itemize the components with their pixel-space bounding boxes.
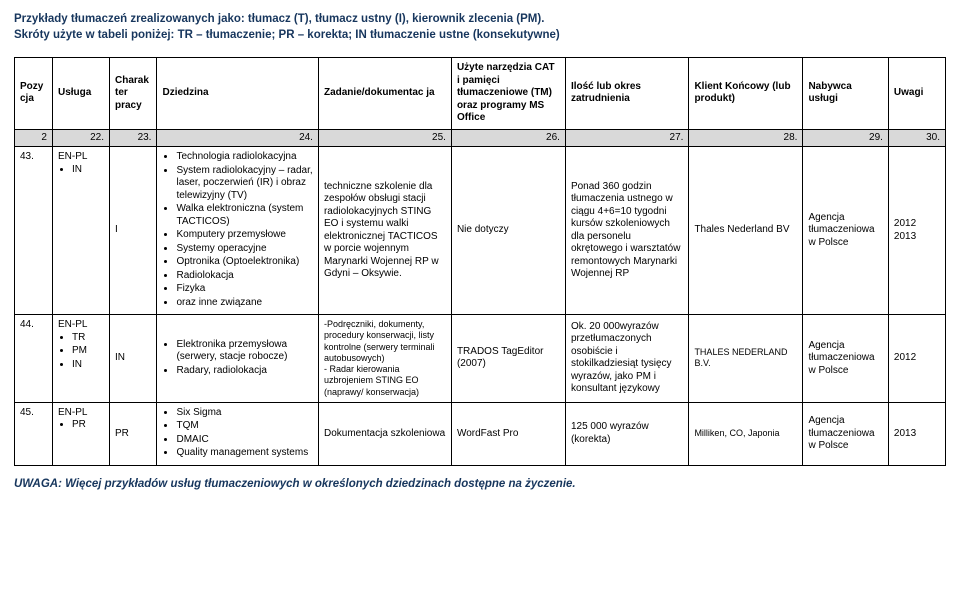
- col-pozycja: Pozy cja: [15, 58, 53, 130]
- klient-cell: Milliken, CO, Japonia: [689, 402, 803, 465]
- zadanie-cell: -Podręczniki, dokumenty, procedury konse…: [318, 315, 451, 403]
- grey-cell: 22.: [52, 129, 109, 147]
- table-row: 43. EN-PL IN I Technologia radiolokacyjn…: [15, 147, 946, 315]
- list-item: Six Sigma: [176, 407, 313, 420]
- header-line1: Przykłady tłumaczeń zrealizowanych jako:…: [14, 12, 946, 28]
- col-charakter: Charak ter pracy: [109, 58, 156, 130]
- list-item: oraz inne związane: [176, 297, 313, 310]
- zadanie-cell: techniczne szkolenie dla zespołów obsług…: [318, 147, 451, 315]
- pozy-cell: 43.: [15, 147, 53, 315]
- klient-cell: THALES NEDERLAND B.V.: [689, 315, 803, 403]
- pozy-cell: 44.: [15, 315, 53, 403]
- grey-cell: 26.: [451, 129, 565, 147]
- dziedzina-cell: Elektronika przemysłowa (serwery, stacje…: [157, 315, 319, 403]
- col-uwagi: Uwagi: [888, 58, 945, 130]
- ilosc-cell: Ok. 20 000wyrazów przetłumaczonych osobi…: [565, 315, 688, 403]
- nabyw-cell: Agencja tłumaczeniowa w Polsce: [803, 402, 888, 465]
- header-line2: Skróty użyte w tabeli poniżej: TR – tłum…: [14, 28, 946, 44]
- usluga-item: TR: [72, 332, 104, 345]
- grey-cell: 30.: [888, 129, 945, 147]
- uwagi-cell: 2012: [888, 315, 945, 403]
- usluga-text: EN-PL: [58, 319, 104, 332]
- list-item: System radiolokacyjny – radar, laser, po…: [176, 165, 313, 203]
- footer-note: UWAGA: Więcej przykładów usług tłumaczen…: [14, 478, 946, 490]
- narz-cell: WordFast Pro: [451, 402, 565, 465]
- narz-cell: Nie dotyczy: [451, 147, 565, 315]
- grey-cell: 29.: [803, 129, 888, 147]
- list-item: Radiolokacja: [176, 270, 313, 283]
- table-header-row: Pozy cja Usługa Charak ter pracy Dziedzi…: [15, 58, 946, 130]
- charak-cell: I: [109, 147, 156, 315]
- col-narzedzia: Użyte narzędzia CAT i pamięci tłumaczeni…: [451, 58, 565, 130]
- grey-cell: 2: [15, 129, 53, 147]
- usluga-cell: EN-PL TR PM IN: [52, 315, 109, 403]
- usluga-item: IN: [72, 164, 104, 177]
- col-nabywca: Nabywca usługi: [803, 58, 888, 130]
- grey-cell: 28.: [689, 129, 803, 147]
- ilosc-cell: Ponad 360 godzin tłumaczenia ustnego w c…: [565, 147, 688, 315]
- list-item: Technologia radiolokacyjna: [176, 151, 313, 164]
- list-item: Quality management systems: [176, 447, 313, 460]
- list-item: TQM: [176, 420, 313, 433]
- table-row: 45. EN-PL PR PR Six Sigma TQM DMAIC Qual…: [15, 402, 946, 465]
- grey-cell: 23.: [109, 129, 156, 147]
- grey-cell: 24.: [157, 129, 319, 147]
- ilosc-cell: 125 000 wyrazów (korekta): [565, 402, 688, 465]
- usluga-cell: EN-PL IN: [52, 147, 109, 315]
- list-item: Komputery przemysłowe: [176, 229, 313, 242]
- col-dziedzina: Dziedzina: [157, 58, 319, 130]
- list-item: DMAIC: [176, 434, 313, 447]
- col-klient: Klient Końcowy (lub produkt): [689, 58, 803, 130]
- uwagi-cell: 2013: [888, 402, 945, 465]
- list-item: Optronika (Optoelektronika): [176, 256, 313, 269]
- usluga-text: EN-PL: [58, 151, 104, 164]
- charak-cell: PR: [109, 402, 156, 465]
- charak-cell: IN: [109, 315, 156, 403]
- usluga-item: PR: [72, 419, 104, 432]
- nabyw-cell: Agencja tłumaczeniowa w Polsce: [803, 147, 888, 315]
- list-item: Systemy operacyjne: [176, 243, 313, 256]
- grey-cell: 25.: [318, 129, 451, 147]
- usluga-cell: EN-PL PR: [52, 402, 109, 465]
- col-zadanie: Zadanie/dokumentac ja: [318, 58, 451, 130]
- list-item: Walka elektroniczna (system TACTICOS): [176, 203, 313, 228]
- table-row: 44. EN-PL TR PM IN IN Elektronika przemy…: [15, 315, 946, 403]
- list-item: Radary, radiolokacja: [176, 365, 313, 378]
- pozy-cell: 45.: [15, 402, 53, 465]
- usluga-item: PM: [72, 345, 104, 358]
- dziedzina-cell: Six Sigma TQM DMAIC Quality management s…: [157, 402, 319, 465]
- narz-cell: TRADOS TagEditor (2007): [451, 315, 565, 403]
- nabyw-cell: Agencja tłumaczeniowa w Polsce: [803, 315, 888, 403]
- list-item: Fizyka: [176, 283, 313, 296]
- usluga-text: EN-PL: [58, 407, 104, 420]
- zadanie-cell: Dokumentacja szkoleniowa: [318, 402, 451, 465]
- list-item: Elektronika przemysłowa (serwery, stacje…: [176, 339, 313, 364]
- page-header: Przykłady tłumaczeń zrealizowanych jako:…: [14, 12, 946, 43]
- uwagi-cell: 2012 2013: [888, 147, 945, 315]
- dziedzina-cell: Technologia radiolokacyjna System radiol…: [157, 147, 319, 315]
- col-ilosc: Ilość lub okres zatrudnienia: [565, 58, 688, 130]
- grey-cell: 27.: [565, 129, 688, 147]
- col-usluga: Usługa: [52, 58, 109, 130]
- usluga-item: IN: [72, 359, 104, 372]
- klient-cell: Thales Nederland BV: [689, 147, 803, 315]
- numbering-row: 2 22. 23. 24. 25. 26. 27. 28. 29. 30.: [15, 129, 946, 147]
- translation-table: Pozy cja Usługa Charak ter pracy Dziedzi…: [14, 57, 946, 466]
